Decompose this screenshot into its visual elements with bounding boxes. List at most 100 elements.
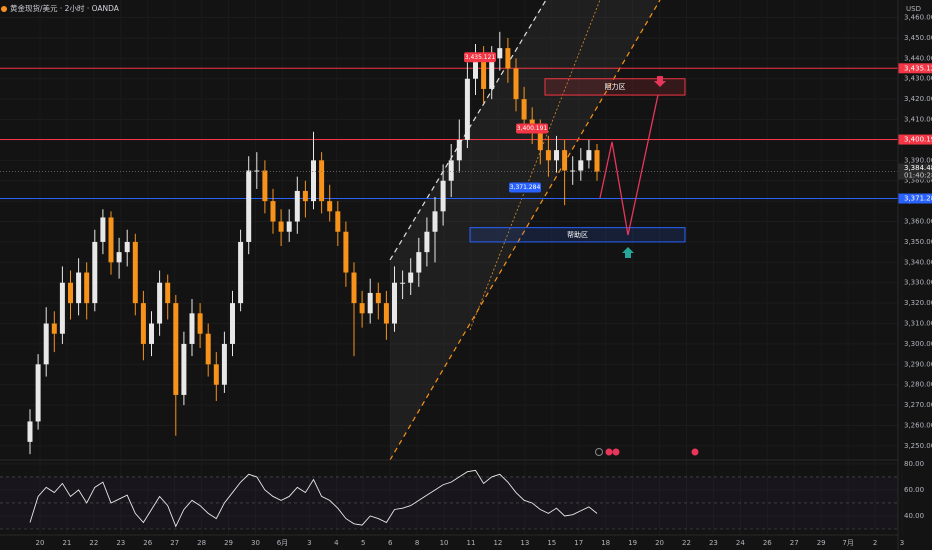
candle-body [343,231,349,273]
event-icon[interactable] [595,448,603,456]
candle-body [545,150,551,161]
y-tick-label: 3,330.00 [904,279,932,287]
candle-body [400,282,406,284]
candle-body [489,58,495,89]
y-tick-label: 3,260.00 [904,422,932,430]
candle-body [562,150,568,171]
candle-body [205,333,211,365]
candle-body [35,364,41,422]
x-tick-label: 2 [873,539,877,547]
rsi-line [29,469,598,528]
candle-body [76,272,82,304]
symbol-icon [1,6,7,12]
event-icon[interactable] [605,448,613,456]
countdown: 01:40:28 [904,172,932,180]
y-tick-label: 3,450.00 [904,34,932,42]
projection-path [599,94,659,236]
x-tick-label: 24 [736,539,745,547]
candle-body [578,160,584,171]
y-tick-label: 3,250.00 [904,442,932,450]
candle-body [221,343,227,385]
level-axis-badge [898,193,932,204]
candle-body [424,231,430,253]
candle-body [238,241,244,304]
candle-body [108,217,114,263]
candle-body [270,201,276,222]
candle-body [59,282,65,334]
candle-body [383,303,389,324]
candle-body [43,323,49,365]
y-tick-label: 3,300.00 [904,340,932,348]
candle-body [586,150,592,161]
level-badge [509,182,541,193]
x-tick-label: 5 [361,539,365,547]
event-icon[interactable] [691,448,699,456]
y-tick-label: 3,410.00 [904,116,932,124]
x-tick-label: 15 [547,539,556,547]
candle-body [408,272,414,283]
candle-body [181,343,187,395]
candle-body [570,170,576,172]
zone [544,78,686,96]
grid [0,0,902,535]
candle-body [124,241,130,253]
y-tick-label: 3,460.00 [904,14,932,22]
rsi-tick-label: 40.00 [904,512,924,520]
candle-body [448,160,454,181]
x-tick-label: 6月 [277,539,288,547]
candle-body [68,282,73,304]
x-tick-label: 22 [89,539,98,547]
candle-body [456,139,462,161]
candle-body [278,221,284,232]
candle-body [246,170,252,242]
zone [469,227,686,243]
candle-body [367,292,373,314]
level-axis-badge [898,63,932,74]
x-tick-label: 20 [36,539,45,547]
x-tick-label: 30 [251,539,260,547]
zone-label: 阻力区 [605,82,626,91]
level-badge [516,123,548,134]
candle-body [432,211,438,232]
candle-body [213,364,219,385]
candle-body [481,58,487,89]
candle-body [554,150,559,161]
event-icon[interactable] [612,448,620,456]
x-tick-label: 29 [224,539,233,547]
x-tick-label: 22 [682,539,691,547]
candle-body [537,129,543,151]
y-tick-label: 3,420.00 [904,95,932,103]
candle-body [505,48,511,69]
x-tick-label: 26 [763,539,772,547]
candle-body [359,303,365,314]
up-arrow [622,247,634,258]
last-price-label: 3,384.480 [904,164,932,172]
candle-body [157,282,163,324]
x-tick-label: 23 [709,539,718,547]
x-tick-label: 6 [388,539,393,547]
y-tick-label: 3,270.00 [904,401,932,409]
candle-body [311,160,316,202]
level-badge [464,52,496,63]
x-tick-label: 28 [197,539,206,547]
x-tick-label: 17 [574,539,583,547]
y-tick-label: 3,380.00 [904,177,932,185]
level-axis-label: 3,371.284 [904,195,932,203]
y-tick-label: 3,320.00 [904,299,932,307]
x-tick-label: 12 [493,539,502,547]
x-tick-label: 7月 [842,539,853,547]
channel-upper [389,0,547,261]
candle-body [140,303,146,344]
candle-body [165,282,171,304]
candle-body [286,221,292,232]
candle-body [27,421,33,442]
x-tick-label: 18 [601,539,610,547]
candle-body [327,201,333,212]
candle-body [197,313,203,334]
y-tick-label: 3,390.00 [904,156,932,164]
candle-body [92,241,98,304]
candle-body [416,252,422,273]
x-tick-label: 3 [307,539,311,547]
x-tick-label: 26 [143,539,152,547]
